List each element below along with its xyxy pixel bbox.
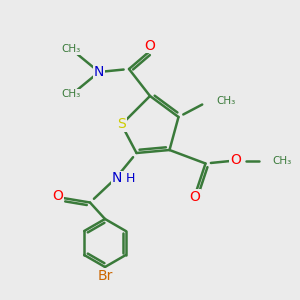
Text: CH₃: CH₃ [61,44,80,55]
Text: N: N [112,172,122,185]
Text: N: N [94,65,104,79]
Text: CH₃: CH₃ [272,155,292,166]
Text: O: O [190,190,200,204]
Text: S: S [117,118,126,131]
Text: H: H [126,172,135,185]
Text: O: O [52,190,63,203]
Text: CH₃: CH₃ [216,95,235,106]
Text: O: O [230,154,241,167]
Text: O: O [145,39,155,52]
Text: Br: Br [97,269,113,283]
Text: CH₃: CH₃ [61,89,80,100]
